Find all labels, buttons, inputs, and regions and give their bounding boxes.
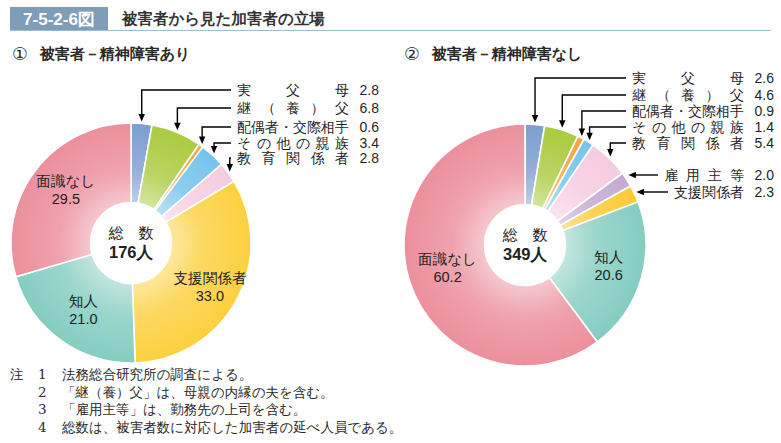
- chart2-slice-name-面識なし: 面識なし: [418, 250, 477, 268]
- chart2-callout-label-教育関係者: 教育関係者: [632, 135, 744, 151]
- chart1-callout-label-継（養）父: 継（養）父: [237, 100, 349, 116]
- note-number: 1: [38, 366, 62, 384]
- chart2-callout-arrow-配偶者・交際相手: [579, 128, 585, 136]
- chart2-callout-value-実父母: 2.6: [748, 70, 774, 86]
- note-text: 「継（養）父」は、母親の内縁の夫を含む。: [62, 384, 334, 402]
- chart2-callout-支援関係者: 支援関係者2.3: [674, 184, 774, 200]
- chart2-callout-雇用主等: 雇用主等2.0: [664, 167, 774, 183]
- chart2-callout-label-雇用主等: 雇用主等: [664, 167, 744, 183]
- chart1-callout-arrow-継（養）父: [174, 123, 180, 131]
- chart1-slice-name-面識なし: 面識なし: [37, 172, 96, 190]
- chart2-callout-その他の親族: その他の親族1.4: [632, 119, 774, 135]
- chart1-callout-配偶者・交際相手: 配偶者・交際相手0.6: [237, 119, 379, 135]
- chart1-callout-label-その他の親族: その他の親族: [237, 135, 349, 151]
- chart1-inside-label-支援関係者: 支援関係者33.0: [174, 269, 247, 305]
- chart1-callout-教育関係者: 教育関係者2.8: [237, 150, 379, 166]
- chart2-callout-label-その他の親族: その他の親族: [632, 119, 744, 135]
- chart2-callout-実父母: 実父母2.6: [632, 70, 774, 86]
- chart2-index: ②: [404, 44, 420, 65]
- chart1-callout-line-実父母: [142, 90, 231, 115]
- chart1-callout-label-配偶者・交際相手: 配偶者・交際相手: [237, 119, 349, 135]
- chart1-center-label: 総 数176人: [109, 223, 154, 263]
- chart1-callout-value-継（養）父: 6.8: [353, 100, 379, 116]
- chart2-callout-label-支援関係者: 支援関係者: [674, 184, 744, 200]
- note-text: 総数は、被害者数に対応した加害者の延べ人員である。: [62, 419, 402, 437]
- chart2-callout-arrow-継（養）父: [559, 120, 565, 128]
- chart1-index: ①: [12, 44, 28, 65]
- chart2-callout-value-その他の親族: 1.4: [748, 119, 774, 135]
- chart1-heading: ① 被害者－精神障害あり: [12, 44, 190, 65]
- chart2-callout-value-雇用主等: 2.0: [748, 167, 774, 183]
- chart2-center-label: 総 数349人: [503, 225, 548, 265]
- chart1-title: 被害者－精神障害あり: [40, 45, 191, 64]
- chart2-callout-value-配偶者・交際相手: 0.9: [748, 103, 774, 119]
- chart1-callout-arrow-教育関係者: [227, 164, 233, 172]
- chart2-inside-label-面識なし: 面識なし60.2: [418, 250, 477, 286]
- chart2-heading: ② 被害者－精神障害なし: [404, 44, 582, 65]
- chart2-callout-value-支援関係者: 2.3: [748, 184, 774, 200]
- chart2-callout-継（養）父: 継（養）父4.6: [632, 87, 774, 103]
- chart2-title: 被害者－精神障害なし: [432, 45, 583, 64]
- chart1-slice-value-支援関係者: 33.0: [174, 287, 247, 305]
- note-prefix: 注: [10, 366, 38, 384]
- chart2-callout-label-継（養）父: 継（養）父: [632, 87, 744, 103]
- chart2-callout-教育関係者: 教育関係者5.4: [632, 135, 774, 151]
- chart2-slice-value-知人: 20.6: [594, 266, 623, 284]
- chart2-callout-label-配偶者・交際相手: 配偶者・交際相手: [632, 103, 744, 119]
- chart2-callout-value-継（養）父: 4.6: [748, 87, 774, 103]
- note-number: 2: [38, 384, 62, 402]
- chart2-callout-arrow-支援関係者: [636, 189, 644, 195]
- chart2-callout-label-実父母: 実父母: [632, 70, 744, 86]
- chart1-callout-value-教育関係者: 2.8: [353, 150, 379, 166]
- note-text: 「雇用主等」は、勤務先の上司を含む。: [62, 401, 306, 419]
- chart1-callout-value-実父母: 2.8: [353, 82, 379, 98]
- chart1-center-value: 176人: [109, 242, 154, 263]
- note-row: 注 1 法務総合研究所の調査による。: [10, 366, 402, 384]
- title-rule: [10, 30, 771, 31]
- chart2-center-value: 349人: [503, 244, 548, 265]
- chart1-slice-name-支援関係者: 支援関係者: [174, 269, 247, 287]
- note-row: 4 総数は、被害者数に対応した加害者の延べ人員である。: [10, 419, 402, 437]
- note-row: 3 「雇用主等」は、勤務先の上司を含む。: [10, 401, 402, 419]
- chart1-slice-name-知人: 知人: [69, 292, 98, 310]
- chart1-inside-label-面識なし: 面識なし29.5: [37, 172, 96, 208]
- chart1-callout-継（養）父: 継（養）父6.8: [237, 100, 379, 116]
- chart1-callout-value-配偶者・交際相手: 0.6: [353, 119, 379, 135]
- note-number: 4: [38, 419, 62, 437]
- chart1-callout-arrow-配偶者・交際相手: [199, 136, 205, 144]
- chart1-callout-arrow-実父母: [139, 114, 145, 122]
- chart2-callout-arrow-実父母: [532, 115, 538, 123]
- chart2-callout-arrow-その他の親族: [586, 133, 592, 141]
- chart1-slice-value-面識なし: 29.5: [37, 190, 96, 208]
- chart1-callout-value-その他の親族: 3.4: [353, 135, 379, 151]
- chart1-callout-label-実父母: 実父母: [237, 82, 349, 98]
- chart2-callout-arrow-教育関係者: [607, 149, 613, 157]
- chart2-callout-line-その他の親族: [590, 127, 626, 134]
- chart2-slice-value-面識なし: 60.2: [418, 268, 477, 286]
- chart1-callout-arrow-その他の親族: [211, 146, 217, 154]
- chart1-callout-line-配偶者・交際相手: [202, 127, 231, 138]
- figure-title: 被害者から見た加害者の立場: [122, 9, 325, 30]
- chart1-center-title: 総 数: [109, 223, 154, 242]
- chart1-callout-実父母: 実父母2.8: [237, 82, 379, 98]
- note-text: 法務総合研究所の調査による。: [62, 366, 252, 384]
- chart2-callout-配偶者・交際相手: 配偶者・交際相手0.9: [632, 103, 774, 119]
- chart2-callout-arrow-雇用主等: [628, 172, 636, 178]
- note-row: 2 「継（養）父」は、母親の内縁の夫を含む。: [10, 384, 402, 402]
- notes: 注 1 法務総合研究所の調査による。 2 「継（養）父」は、母親の内縁の夫を含む…: [10, 366, 402, 436]
- chart1-callout-その他の親族: その他の親族3.4: [237, 135, 379, 151]
- figure-number-badge: 7-5-2-6図: [10, 7, 108, 31]
- chart1-slice-value-知人: 21.0: [69, 310, 98, 328]
- chart2-center-title: 総 数: [503, 225, 548, 244]
- chart2-callout-line-継（養）父: [562, 95, 626, 122]
- chart1-callout-line-継（養）父: [177, 108, 231, 124]
- chart2-inside-label-知人: 知人20.6: [594, 248, 623, 284]
- chart2-callout-value-教育関係者: 5.4: [748, 135, 774, 151]
- chart2-slice-name-知人: 知人: [594, 248, 623, 266]
- chart1-callout-label-教育関係者: 教育関係者: [237, 150, 349, 166]
- note-number: 3: [38, 401, 62, 419]
- chart1-inside-label-知人: 知人21.0: [69, 292, 98, 328]
